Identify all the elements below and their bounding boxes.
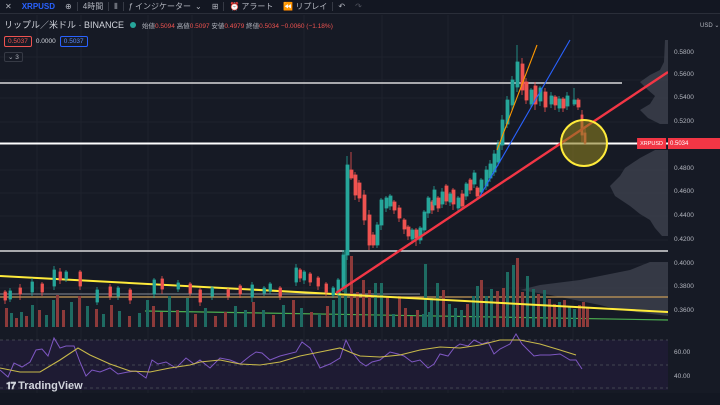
interval-button[interactable]: 4時間: [82, 2, 104, 11]
candles: [3, 45, 587, 306]
replay-button[interactable]: ⏪ リプレイ: [278, 0, 332, 14]
chevron-down-icon: ⌄: [195, 2, 202, 11]
tradingview-logo-icon: 𝟏𝟕: [6, 380, 16, 392]
buy-button[interactable]: 0.5037: [59, 36, 88, 47]
spread-value: 0.0000: [35, 38, 56, 45]
current-price-label: 0.5034: [668, 138, 720, 149]
indicators-button[interactable]: ƒ インジケーター ⌄: [124, 0, 207, 14]
price-tick: 0.3800: [674, 283, 694, 290]
chart-type-button[interactable]: ⫴: [109, 0, 122, 14]
grid: [0, 15, 668, 393]
top-toolbar: ✕ XRPUSD ⊕ 4時間 ⫴ ƒ インジケーター ⌄ ⊞ ⏰ アラート ⏪ リプレイ…: [0, 0, 720, 14]
undo-icon: ↶: [338, 2, 346, 11]
compare-button[interactable]: ⊕: [60, 0, 77, 14]
redo-icon: ↷: [355, 2, 362, 11]
grid-icon: ⊞: [211, 2, 219, 11]
currency-selector[interactable]: USD ⌄: [700, 23, 720, 29]
alert-button[interactable]: ⏰ アラート: [224, 0, 278, 14]
price-tick: 0.5400: [674, 94, 694, 101]
chevron-down-icon: ⌄: [8, 54, 16, 61]
rsi-tick: 60.00: [674, 349, 691, 356]
price-tick: 0.4200: [674, 236, 694, 243]
rsi-tick: 40.00: [674, 373, 691, 380]
replay-icon: ⏪: [283, 2, 294, 11]
close-icon: ✕: [5, 2, 12, 11]
symbol-price-tag: XRPUSD: [637, 138, 666, 149]
plus-circle-icon: ⊕: [65, 2, 72, 11]
channel-trendline[interactable]: [479, 39, 571, 197]
volume-profile: [520, 40, 668, 316]
highlight-circle[interactable]: [560, 119, 608, 167]
indicators-collapse-button[interactable]: ⌄ 3: [4, 52, 23, 62]
replay-label: リプレイ: [295, 2, 328, 11]
volume-bars: [5, 250, 589, 327]
undo-button[interactable]: ↶: [333, 0, 350, 14]
symbol-title: リップル／米ドル · BINANCE: [4, 20, 125, 30]
market-status-icon: [130, 21, 137, 28]
price-tick: 0.5200: [674, 118, 694, 125]
divider: [76, 2, 78, 11]
brand-name: TradingView: [18, 380, 83, 392]
symbol-search[interactable]: XRPUSD: [21, 2, 56, 11]
bid-ask-row: 0.5037 0.0000 0.5037: [4, 36, 88, 47]
ohlc-values: 始値0.5094 高値0.5097 安値0.4979 終値0.5034 −0.0…: [142, 22, 333, 30]
price-tick: 0.5800: [674, 49, 694, 56]
price-chart[interactable]: [0, 15, 668, 393]
divider: [122, 2, 124, 11]
price-tick: 0.4000: [674, 260, 694, 267]
divider: [108, 2, 110, 11]
divider: [223, 2, 225, 11]
price-axis[interactable]: 0.5800 0.5600 0.5400 0.5200 0.4800 0.460…: [668, 15, 720, 393]
alarm-clock-icon: ⏰: [229, 2, 240, 11]
redo-button[interactable]: ↷: [350, 0, 367, 14]
chart-legend: リップル／米ドル · BINANCE 始値0.5094 高値0.5097 安値0…: [4, 18, 333, 31]
layouts-button[interactable]: ⊞: [207, 0, 224, 14]
sell-button[interactable]: 0.5037: [4, 36, 32, 47]
tradingview-logo[interactable]: 𝟏𝟕 TradingView: [6, 380, 83, 392]
price-tick: 0.3600: [674, 307, 694, 314]
price-tick: 0.4400: [674, 212, 694, 219]
indicators-label: インジケーター: [135, 2, 192, 11]
price-tick: 0.4800: [674, 165, 694, 172]
steep-trendline[interactable]: [496, 44, 538, 151]
rising-support-trendline[interactable]: [335, 71, 668, 294]
divider: [332, 2, 334, 11]
rsi-pane: [0, 333, 668, 390]
price-tick: 0.4600: [674, 188, 694, 195]
indicators-icon: ƒ: [128, 2, 134, 11]
price-tick: 0.5600: [674, 71, 694, 78]
candles-icon: ⫴: [114, 1, 118, 11]
time-axis[interactable]: [0, 393, 720, 405]
close-button[interactable]: ✕: [0, 0, 17, 14]
alert-label: アラート: [241, 2, 274, 11]
